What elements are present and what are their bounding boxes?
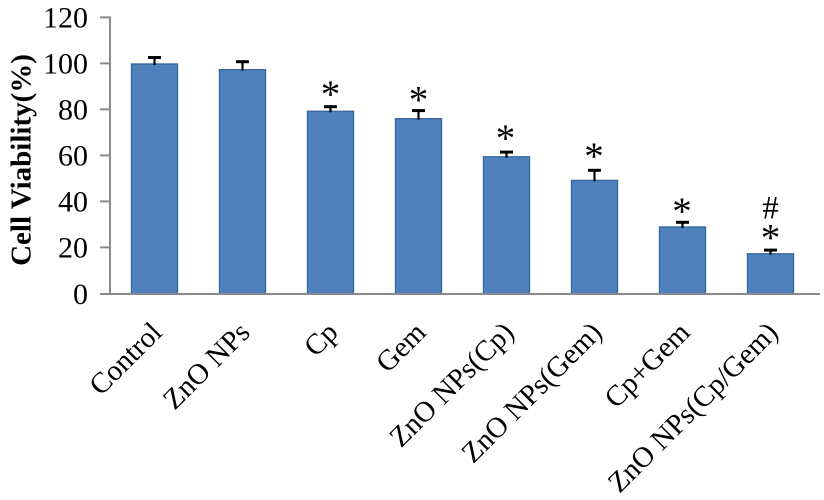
- svg-text:Gem: Gem: [370, 316, 433, 379]
- svg-text:Cell Viability(%): Cell Viability(%): [6, 54, 38, 266]
- svg-text:60: 60: [58, 139, 88, 172]
- svg-text:80: 80: [58, 93, 88, 126]
- svg-text:ZnO NPs: ZnO NPs: [157, 316, 257, 416]
- svg-text:*: *: [496, 117, 516, 160]
- svg-text:40: 40: [58, 185, 88, 218]
- svg-text:*: *: [409, 79, 429, 122]
- svg-text:Cp: Cp: [298, 316, 345, 363]
- svg-text:*: *: [584, 135, 604, 178]
- svg-text:20: 20: [58, 231, 88, 264]
- svg-text:*: *: [761, 217, 781, 260]
- svg-text:120: 120: [43, 1, 88, 34]
- svg-text:Control: Control: [83, 316, 168, 401]
- svg-text:ZnO NPs(Cp/Gem): ZnO NPs(Cp/Gem): [602, 316, 785, 499]
- svg-text:100: 100: [43, 47, 88, 80]
- svg-text:*: *: [672, 190, 692, 233]
- svg-text:0: 0: [73, 278, 88, 311]
- svg-text:*: *: [321, 73, 341, 116]
- svg-text:#: #: [762, 191, 779, 227]
